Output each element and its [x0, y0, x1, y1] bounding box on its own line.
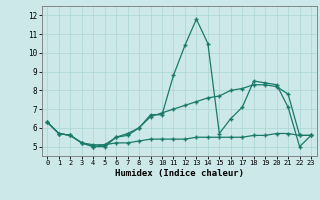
- X-axis label: Humidex (Indice chaleur): Humidex (Indice chaleur): [115, 169, 244, 178]
